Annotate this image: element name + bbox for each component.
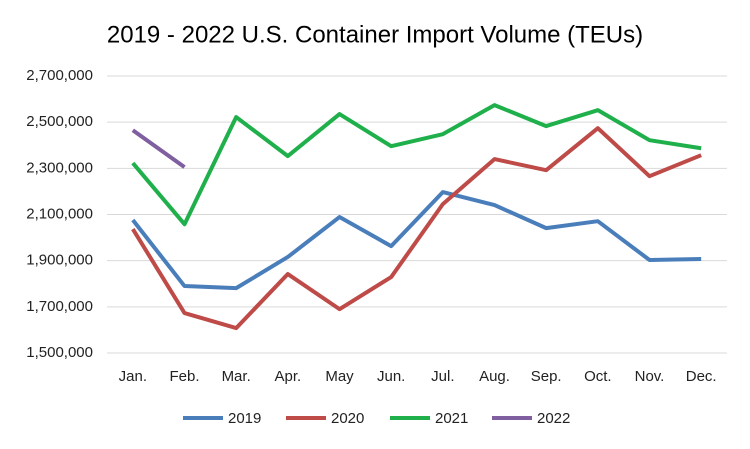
y-tick-label: 1,900,000 bbox=[26, 252, 93, 269]
x-tick-label: Aug. bbox=[479, 368, 510, 385]
x-tick-label: Jun. bbox=[377, 368, 405, 385]
x-tick-label: Jan. bbox=[119, 368, 147, 385]
y-tick-label: 2,700,000 bbox=[26, 67, 93, 84]
y-tick-label: 1,700,000 bbox=[26, 298, 93, 315]
legend-label: 2020 bbox=[331, 410, 364, 427]
x-tick-label: Oct. bbox=[584, 368, 612, 385]
series-line bbox=[131, 128, 186, 169]
chart-title: 2019 - 2022 U.S. Container Import Volume… bbox=[107, 21, 643, 48]
legend-label: 2021 bbox=[435, 410, 468, 427]
x-tick-label: Jul. bbox=[431, 368, 454, 385]
x-tick-label: Feb. bbox=[169, 368, 199, 385]
legend-label: 2022 bbox=[537, 410, 570, 427]
series-line bbox=[131, 190, 702, 291]
x-tick-label: Mar. bbox=[222, 368, 251, 385]
x-tick-label: Dec. bbox=[686, 368, 717, 385]
x-tick-label: Apr. bbox=[274, 368, 301, 385]
legend-label: 2019 bbox=[228, 410, 261, 427]
series-line bbox=[131, 103, 702, 227]
y-tick-label: 2,100,000 bbox=[26, 205, 93, 222]
y-tick-label: 1,500,000 bbox=[26, 344, 93, 361]
x-tick-label: Sep. bbox=[531, 368, 562, 385]
y-tick-label: 2,500,000 bbox=[26, 113, 93, 130]
x-tick-label: Nov. bbox=[635, 368, 665, 385]
y-tick-label: 2,300,000 bbox=[26, 159, 93, 176]
x-tick-label: May bbox=[325, 368, 354, 385]
series-line bbox=[131, 126, 702, 331]
